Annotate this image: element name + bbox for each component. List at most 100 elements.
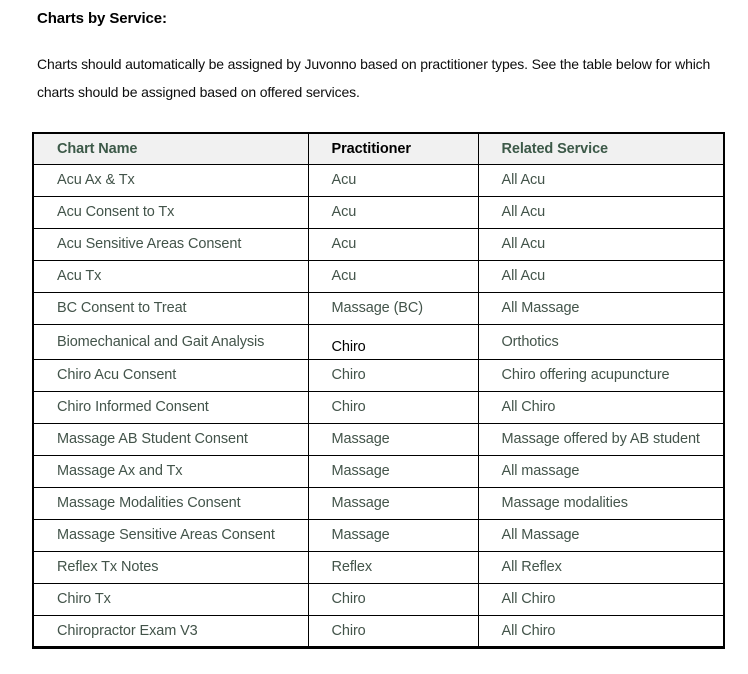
chart-name-cell: Reflex Tx Notes bbox=[32, 550, 309, 584]
col-header-chart-name: Chart Name bbox=[32, 132, 309, 165]
chart-name-cell: Acu Tx bbox=[32, 259, 309, 293]
chart-name-cell-text: Chiro Tx bbox=[57, 591, 111, 607]
practitioner-cell: Reflex bbox=[307, 550, 479, 584]
chart-name-cell: Chiropractor Exam V3 bbox=[32, 614, 309, 648]
related-service-cell: All Massage bbox=[477, 291, 725, 325]
practitioner-cell: Chiro bbox=[307, 358, 479, 392]
chart-name-cell-text: Massage Ax and Tx bbox=[57, 463, 183, 479]
related-service-cell: All Reflex bbox=[477, 550, 725, 584]
practitioner-cell: Massage bbox=[307, 422, 479, 456]
practitioner-cell: Acu bbox=[307, 227, 479, 261]
practitioner-cell-text: Massage bbox=[331, 463, 390, 479]
table-row: Massage Ax and Tx Massage All massage bbox=[32, 454, 725, 488]
chart-name-cell-text: Massage AB Student Consent bbox=[57, 431, 248, 447]
related-service-cell: All Chiro bbox=[477, 390, 725, 424]
related-service-cell-text: All Chiro bbox=[501, 591, 556, 607]
related-service-cell: Chiro offering acupuncture bbox=[477, 358, 725, 392]
practitioner-cell-text: Chiro bbox=[331, 591, 366, 607]
table-row: Acu Ax & Tx Acu All Acu bbox=[32, 163, 725, 197]
page-title: Charts by Service: bbox=[37, 10, 167, 27]
chart-name-cell: Massage Ax and Tx bbox=[32, 454, 309, 488]
related-service-cell: All Acu bbox=[477, 195, 725, 229]
chart-name-cell-text: Chiro Informed Consent bbox=[57, 399, 209, 415]
related-service-cell-text: Orthotics bbox=[501, 333, 559, 350]
table-header-row: Chart Name Practitioner Related Service bbox=[32, 132, 725, 165]
charts-by-service-table: Chart Name Practitioner Related Service … bbox=[32, 132, 725, 649]
practitioner-cell-text: Massage bbox=[331, 431, 390, 447]
intro-paragraph: Charts should automatically be assigned … bbox=[37, 56, 711, 100]
practitioner-cell: Massage bbox=[307, 454, 479, 488]
practitioner-cell: Acu bbox=[307, 259, 479, 293]
chart-name-cell: Biomechanical and Gait Analysis bbox=[32, 323, 309, 360]
table-row: Chiro Acu Consent Chiro Chiro offering acu… bbox=[32, 358, 725, 392]
practitioner-cell-text: Acu bbox=[331, 236, 357, 252]
chart-name-cell-text: Acu Consent to Tx bbox=[57, 204, 175, 220]
chart-name-cell: Acu Ax & Tx bbox=[32, 163, 309, 197]
chart-name-cell-text: Massage Sensitive Areas Consent bbox=[57, 527, 275, 543]
practitioner-cell-text: Chiro bbox=[331, 622, 366, 639]
related-service-cell-text: All Chiro bbox=[501, 622, 556, 639]
table-row: BC Consent to Treat Massage (BC) All Massa… bbox=[32, 291, 725, 325]
related-service-cell: All Acu bbox=[477, 259, 725, 293]
related-service-cell: All Chiro bbox=[477, 582, 725, 616]
practitioner-cell-text: Chiro bbox=[331, 338, 366, 355]
chart-name-cell-text: Massage Modalities Consent bbox=[57, 495, 241, 511]
chart-name-cell: Chiro Acu Consent bbox=[32, 358, 309, 392]
practitioner-cell-text: Acu bbox=[331, 204, 357, 220]
related-service-cell: Massage offered by AB student bbox=[477, 422, 725, 456]
practitioner-cell-text: Massage (BC) bbox=[331, 300, 424, 316]
related-service-cell: All Massage bbox=[477, 518, 725, 552]
related-service-cell: All Acu bbox=[477, 227, 725, 261]
related-service-cell-text: All Massage bbox=[501, 300, 580, 316]
related-service-cell-text: All Acu bbox=[501, 236, 546, 252]
chart-name-cell: Acu Sensitive Areas Consent bbox=[32, 227, 309, 261]
related-service-cell-text: Massage offered by AB student bbox=[501, 431, 700, 447]
related-service-cell-text: All massage bbox=[501, 463, 580, 479]
table-row: Biomechanical and Gait Analysis Chiro Orth… bbox=[32, 323, 725, 360]
related-service-cell: Orthotics bbox=[477, 323, 725, 360]
related-service-cell: All Acu bbox=[477, 163, 725, 197]
practitioner-cell: Chiro bbox=[307, 582, 479, 616]
chart-name-cell-text: Biomechanical and Gait Analysis bbox=[57, 333, 265, 350]
related-service-cell-text: All Acu bbox=[501, 172, 546, 188]
related-service-cell-text: All Chiro bbox=[501, 399, 556, 415]
related-service-cell-text: Massage modalities bbox=[501, 495, 628, 511]
chart-name-cell: Chiro Informed Consent bbox=[32, 390, 309, 424]
table-row: Acu Tx Acu All Acu bbox=[32, 259, 725, 293]
chart-name-cell: Acu Consent to Tx bbox=[32, 195, 309, 229]
table-row: Massage AB Student Consent Massage Massage… bbox=[32, 422, 725, 456]
practitioner-cell: Massage (BC) bbox=[307, 291, 479, 325]
table-row: Massage Modalities Consent Massage Massage… bbox=[32, 486, 725, 520]
practitioner-cell: Chiro bbox=[307, 323, 479, 360]
chart-name-cell-text: Reflex Tx Notes bbox=[57, 559, 159, 575]
practitioner-cell-text: Acu bbox=[331, 172, 357, 188]
chart-name-cell-text: Acu Ax & Tx bbox=[57, 172, 135, 188]
related-service-cell: Massage modalities bbox=[477, 486, 725, 520]
table-row: Chiropractor Exam V3 Chiro All Chiro bbox=[32, 614, 725, 648]
chart-name-cell: Massage Sensitive Areas Consent bbox=[32, 518, 309, 552]
practitioner-cell: Chiro bbox=[307, 614, 479, 648]
practitioner-cell: Acu bbox=[307, 195, 479, 229]
related-service-cell-text: All Massage bbox=[501, 527, 580, 543]
related-service-cell: All massage bbox=[477, 454, 725, 488]
table-row: Massage Sensitive Areas Consent Massage Al… bbox=[32, 518, 725, 552]
related-service-cell-text: All Acu bbox=[501, 268, 546, 284]
chart-name-cell-text: Acu Tx bbox=[57, 268, 102, 284]
table-row: Acu Consent to Tx Acu All Acu bbox=[32, 195, 725, 229]
chart-name-cell-text: Acu Sensitive Areas Consent bbox=[57, 236, 242, 252]
table-row: Reflex Tx Notes Reflex All Reflex bbox=[32, 550, 725, 584]
chart-name-cell-text: Chiro Acu Consent bbox=[57, 367, 177, 383]
chart-name-cell: Massage AB Student Consent bbox=[32, 422, 309, 456]
practitioner-cell-text: Chiro bbox=[331, 367, 366, 383]
chart-name-cell-text: BC Consent to Treat bbox=[57, 300, 187, 316]
practitioner-cell: Chiro bbox=[307, 390, 479, 424]
chart-name-cell: Massage Modalities Consent bbox=[32, 486, 309, 520]
practitioner-cell: Massage bbox=[307, 518, 479, 552]
practitioner-cell-text: Massage bbox=[331, 495, 390, 511]
practitioner-cell-text: Chiro bbox=[331, 399, 366, 415]
practitioner-cell: Massage bbox=[307, 486, 479, 520]
practitioner-cell: Acu bbox=[307, 163, 479, 197]
related-service-cell-text: All Reflex bbox=[501, 559, 562, 575]
related-service-cell: All Chiro bbox=[477, 614, 725, 648]
